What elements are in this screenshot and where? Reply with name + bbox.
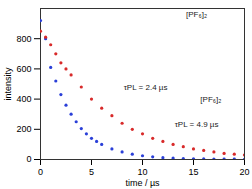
svg-text:time / µs: time / µs	[125, 178, 160, 188]
svg-text:0: 0	[38, 167, 43, 177]
svg-text:intensity: intensity	[3, 67, 13, 101]
svg-text:20: 20	[239, 167, 249, 177]
svg-text:[PF₆]₂: [PF₆]₂	[200, 95, 221, 104]
svg-text:400: 400	[16, 94, 31, 104]
svg-text:200: 200	[16, 124, 31, 134]
svg-text:10: 10	[137, 167, 147, 177]
svg-text:τPL = 4.9 µs: τPL = 4.9 µs	[175, 120, 219, 129]
svg-text:800: 800	[16, 34, 31, 44]
svg-text:τPL = 2.4 µs: τPL = 2.4 µs	[124, 83, 168, 92]
svg-text:[PF₆]₂: [PF₆]₂	[186, 10, 207, 19]
svg-text:0: 0	[26, 154, 31, 164]
svg-text:5: 5	[89, 167, 94, 177]
svg-text:15: 15	[188, 167, 198, 177]
svg-text:600: 600	[16, 64, 31, 74]
